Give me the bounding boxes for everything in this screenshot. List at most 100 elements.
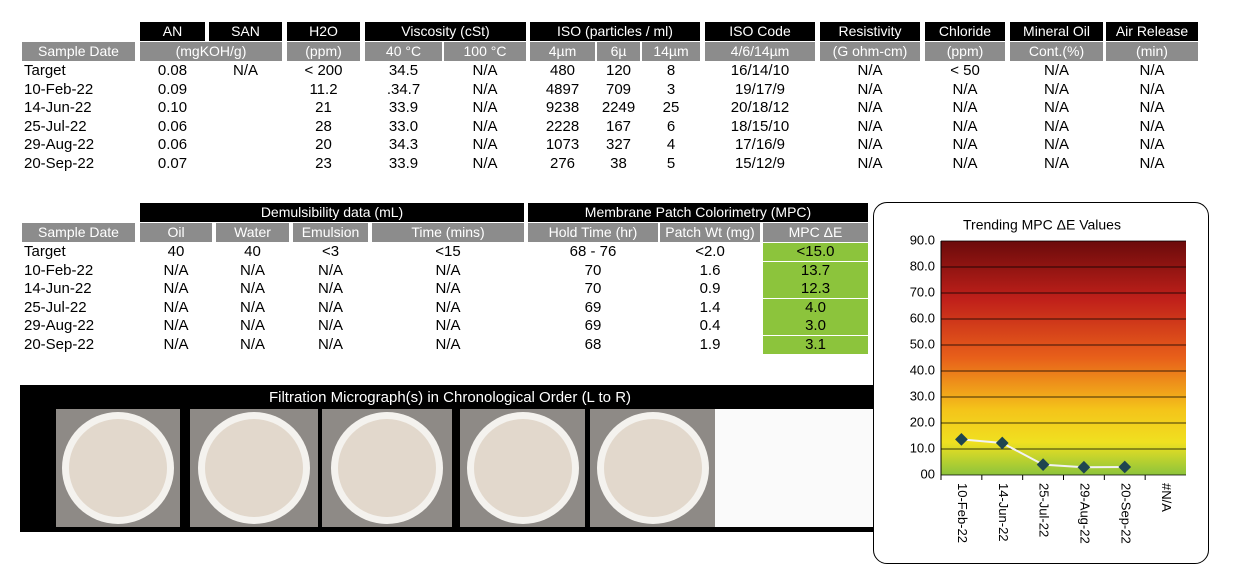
mpc-cell: 12.3 (763, 280, 868, 299)
micrograph-image (190, 409, 318, 527)
table-cell: 0.06 (157, 136, 188, 154)
row-label: 10-Feb-22 (24, 80, 94, 98)
table-cell: 4 (666, 136, 676, 154)
row-label: 29-Aug-22 (24, 317, 95, 335)
table-cell: 38 (610, 155, 627, 172)
table-cell: N/A (435, 298, 461, 316)
table-cell: 0.10 (157, 99, 188, 117)
table-cell: 4897 (545, 80, 580, 98)
y-tick-label: 60.0 (910, 310, 935, 325)
table-cell: 70 (584, 280, 602, 298)
table-cell: N/A (317, 298, 343, 316)
table-cell: N/A (163, 298, 189, 316)
column-header: 4µm (530, 42, 595, 61)
group-header: ISO Code (705, 22, 815, 41)
table-cell: 69 (584, 298, 602, 316)
table-cell: <15 (435, 243, 461, 260)
table-cell: N/A (472, 80, 498, 98)
group-header: Demulsibility data (mL) (140, 203, 524, 222)
column-header: (min) (1106, 42, 1198, 61)
column-header: Water (216, 223, 289, 242)
table-cell: N/A (472, 117, 498, 135)
micrograph-blank (715, 409, 880, 527)
mpc-cell: 3.0 (763, 317, 868, 336)
table-cell: 120 (605, 62, 632, 79)
mpc-cell: <15.0 (763, 243, 868, 262)
table-cell: 70 (584, 261, 602, 279)
table-cell: N/A (857, 136, 883, 154)
column-header: Sample Date (22, 42, 135, 61)
table-cell: N/A (1139, 99, 1165, 117)
table-cell: .34.7 (386, 80, 421, 98)
group-header: ISO (particles / ml) (530, 22, 700, 41)
row-label: Target (24, 62, 66, 79)
table-cell: N/A (472, 99, 498, 117)
column-header: 14µm (642, 42, 700, 61)
column-header: Time (mins) (372, 223, 524, 242)
table-cell: 21 (315, 99, 332, 117)
micrograph-title: Filtration Micrograph(s) in Chronologica… (268, 389, 632, 406)
table-cell: 0.06 (157, 117, 188, 135)
plot-background (941, 241, 1186, 475)
table-cell: <2.0 (695, 243, 725, 260)
chart-panel: Trending MPC ΔE Values 00 10.0 20.0 30.0 40.… (873, 202, 1209, 564)
table-cell: N/A (163, 280, 189, 298)
table-cell: N/A (317, 336, 343, 353)
point-marker (955, 433, 968, 446)
x-tick-label: #N/A (1159, 483, 1174, 512)
column-header: Cont.(%) (1010, 42, 1103, 61)
table-cell: N/A (163, 317, 189, 335)
column-header: MPC ΔE (763, 223, 868, 242)
table-cell: 33.9 (388, 155, 419, 172)
column-header: (ppm) (925, 42, 1005, 61)
table-cell: 709 (605, 80, 632, 98)
group-header: Resistivity (820, 22, 920, 41)
table-cell: 33.0 (388, 117, 419, 135)
mpc-cell: 13.7 (763, 261, 868, 280)
table-cell: 327 (605, 136, 632, 154)
column-header: Sample Date (22, 223, 135, 242)
table-cell: 25 (662, 99, 680, 117)
table-cell: N/A (317, 280, 343, 298)
table-cell: 17/16/9 (734, 136, 786, 154)
chart: Trending MPC ΔE Values 00 10.0 20.0 30.0 40.… (910, 217, 1186, 544)
table-cell: N/A (952, 155, 978, 172)
row-label: 14-Jun-22 (24, 280, 92, 298)
row-label: 20-Sep-22 (24, 336, 95, 353)
column-header: 6µ (597, 42, 640, 61)
table-cell: N/A (857, 155, 883, 172)
table-cell: 276 (549, 155, 576, 172)
table-cell: 0.4 (699, 317, 721, 335)
micrograph-image (590, 409, 715, 527)
x-tick-label: 10-Feb-22 (955, 483, 970, 543)
group-header: H2O (287, 22, 360, 41)
table-cell: 20/18/12 (730, 99, 790, 117)
table-cell: 0.07 (157, 155, 188, 172)
column-header: (mgKOH/g) (140, 42, 282, 61)
column-header: Emulsion (293, 223, 368, 242)
table-cell: 18/15/10 (730, 117, 790, 135)
micrograph-image (460, 409, 585, 527)
column-header: Oil (140, 223, 212, 242)
table-cell: N/A (435, 336, 461, 353)
table-cell: N/A (163, 261, 189, 279)
group-header: Chloride (925, 22, 1005, 41)
table-cell: 23 (315, 155, 332, 172)
y-tick-label: 10.0 (910, 440, 935, 455)
table-cell: N/A (857, 62, 883, 79)
table-cell: N/A (163, 336, 189, 353)
row-label: 20-Sep-22 (24, 155, 95, 172)
point-marker (1036, 458, 1050, 471)
y-tick-label: 90.0 (910, 232, 935, 247)
row-label: Target (24, 243, 66, 260)
column-header: (ppm) (287, 42, 360, 61)
table-cell: N/A (435, 261, 461, 279)
table-cell: N/A (435, 280, 461, 298)
micrograph-image (322, 409, 452, 527)
table-cell: N/A (317, 317, 343, 335)
y-tick-label: 30.0 (910, 388, 935, 403)
table-cell: N/A (952, 80, 978, 98)
chart-title: Trending MPC ΔE Values (963, 217, 1121, 233)
table-cell: 40 (167, 243, 185, 260)
